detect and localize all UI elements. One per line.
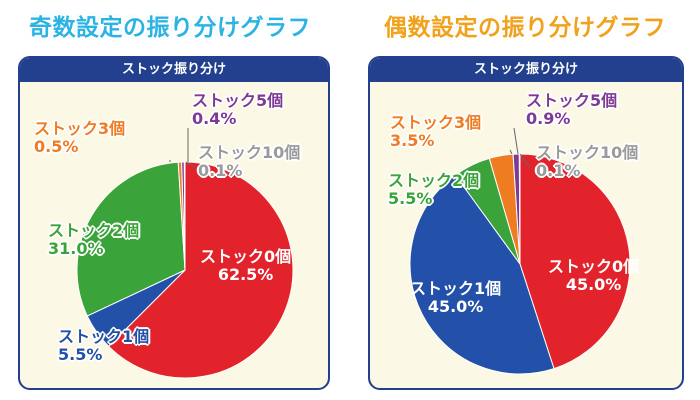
even-leader-line-0 bbox=[513, 127, 519, 155]
even-label-stock5: ストック5個 0.9% bbox=[526, 92, 617, 128]
even-leader-line-1 bbox=[509, 149, 513, 155]
odd-panel-header: ストック振り分け bbox=[20, 58, 328, 82]
even-label-stock5-name: ストック5個 bbox=[526, 91, 618, 110]
odd-pie-slice-stock0 bbox=[107, 161, 294, 379]
even-label-stock3: ストック3個 3.5% bbox=[390, 114, 481, 150]
even-panel-header: ストック振り分け bbox=[370, 58, 682, 82]
even-pie-chart bbox=[409, 127, 631, 375]
odd-leader-line-2 bbox=[185, 161, 197, 169]
even-label-stock1-name: ストック1個 bbox=[410, 279, 502, 298]
even-label-stock3-name: ストック3個 bbox=[390, 113, 482, 132]
even-label-stock0-pct: 45.0% bbox=[565, 275, 622, 294]
odd-label-stock5: ストック5個 0.4% bbox=[192, 92, 283, 128]
odd-label-stock2-name: ストック2個 bbox=[48, 221, 140, 240]
odd-pie-slice-stock10 bbox=[183, 161, 186, 271]
even-label-stock1: ストック1個 45.0% bbox=[410, 280, 501, 316]
odd-label-stock5-name: ストック5個 bbox=[192, 91, 284, 110]
odd-label-stock0-pct: 62.5% bbox=[217, 265, 274, 284]
odd-label-stock1: ストック1個 5.5% bbox=[58, 328, 149, 364]
odd-label-stock0: ストック0個 62.5% bbox=[200, 248, 291, 284]
odd-pie-chart bbox=[76, 128, 294, 379]
even-label-stock2: ストック2個 5.5% bbox=[388, 172, 479, 208]
odd-chart-panel: ストック振り分け ストック5個 0.4% ストック3個 0.5% ストック10個… bbox=[18, 56, 330, 390]
odd-label-stock2: ストック2個 31.0% bbox=[48, 222, 139, 258]
odd-pie-slice-stock2 bbox=[76, 161, 186, 317]
odd-label-stock5-pct: 0.4% bbox=[192, 109, 237, 128]
even-label-stock5-pct: 0.9% bbox=[526, 109, 571, 128]
even-label-stock0-name: ストック0個 bbox=[548, 257, 640, 276]
odd-label-stock10-name: ストック10個 bbox=[198, 143, 301, 162]
even-label-stock10-pct: 0.1% bbox=[536, 161, 581, 180]
even-leader-line-2 bbox=[519, 153, 531, 169]
odd-chart-title: 奇数設定の振り分けグラフ bbox=[29, 15, 311, 41]
even-label-stock1-pct: 45.0% bbox=[427, 297, 484, 316]
odd-label-stock1-pct: 5.5% bbox=[58, 345, 103, 364]
even-label-stock10-name: ストック10個 bbox=[536, 143, 639, 162]
odd-label-stock3: ストック3個 0.5% bbox=[34, 120, 125, 156]
even-label-stock0: ストック0個 45.0% bbox=[548, 258, 639, 294]
even-chart-title: 偶数設定の振り分けグラフ bbox=[384, 15, 666, 41]
even-label-stock2-name: ストック2個 bbox=[388, 171, 480, 190]
even-label-stock3-pct: 3.5% bbox=[390, 131, 435, 150]
even-label-stock10: ストック10個 0.1% bbox=[536, 144, 638, 180]
odd-label-stock10-pct: 0.1% bbox=[198, 161, 243, 180]
even-pie-slice-stock1 bbox=[409, 174, 555, 375]
odd-label-stock1-name: ストック1個 bbox=[58, 327, 150, 346]
even-label-stock2-pct: 5.5% bbox=[388, 189, 433, 208]
odd-label-stock3-pct: 0.5% bbox=[34, 137, 79, 156]
odd-label-stock3-name: ストック3個 bbox=[34, 119, 126, 138]
even-chart-panel: ストック振り分け ストック5個 0.9% ストック3個 3.5% ストック10個… bbox=[368, 56, 684, 390]
odd-label-stock2-pct: 31.0% bbox=[48, 239, 104, 258]
even-pie-slice-stock10 bbox=[518, 153, 521, 265]
odd-label-stock0-name: ストック0個 bbox=[200, 247, 292, 266]
even-pie-slice-stock0 bbox=[519, 153, 631, 370]
odd-label-stock10: ストック10個 0.1% bbox=[198, 144, 300, 180]
